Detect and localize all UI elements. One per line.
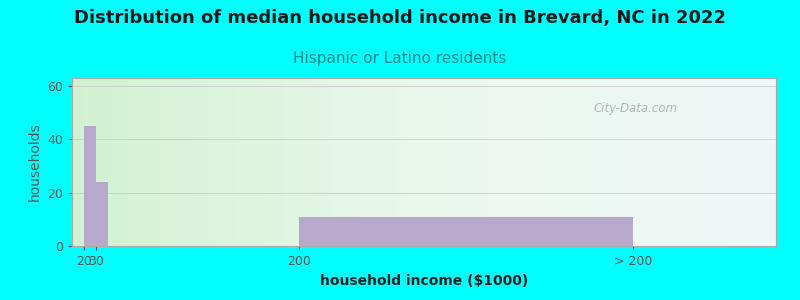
Bar [298, 217, 633, 246]
Bar [96, 182, 108, 246]
Text: City-Data.com: City-Data.com [593, 102, 678, 115]
Text: Hispanic or Latino residents: Hispanic or Latino residents [294, 51, 506, 66]
Bar [84, 126, 96, 246]
X-axis label: household income ($1000): household income ($1000) [320, 274, 528, 288]
Text: Distribution of median household income in Brevard, NC in 2022: Distribution of median household income … [74, 9, 726, 27]
Y-axis label: households: households [27, 123, 42, 201]
